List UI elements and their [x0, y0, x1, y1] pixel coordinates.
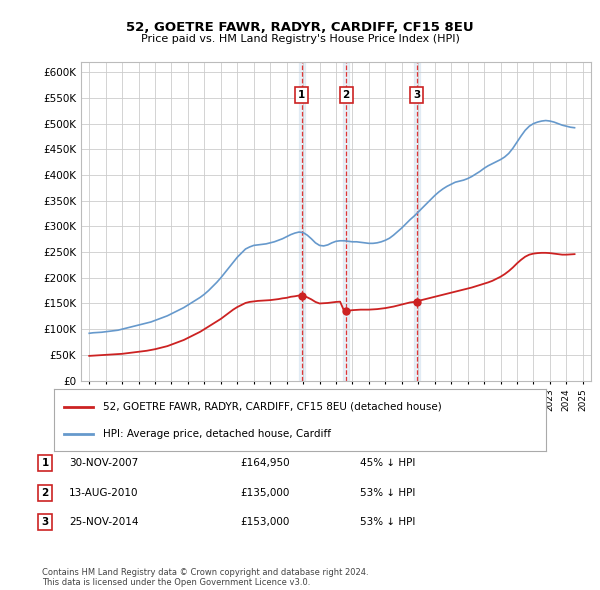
Text: £164,950: £164,950 [240, 458, 290, 468]
Text: 53% ↓ HPI: 53% ↓ HPI [360, 517, 415, 527]
Text: 1: 1 [41, 458, 49, 468]
Text: 13-AUG-2010: 13-AUG-2010 [69, 488, 139, 497]
Text: 3: 3 [41, 517, 49, 527]
Bar [343, 62, 349, 381]
Text: 52, GOETRE FAWR, RADYR, CARDIFF, CF15 8EU: 52, GOETRE FAWR, RADYR, CARDIFF, CF15 8E… [126, 21, 474, 34]
Text: 3: 3 [413, 90, 421, 100]
Text: 30-NOV-2007: 30-NOV-2007 [69, 458, 138, 468]
Bar [299, 62, 305, 381]
Text: £153,000: £153,000 [240, 517, 289, 527]
Text: 45% ↓ HPI: 45% ↓ HPI [360, 458, 415, 468]
Bar [414, 62, 420, 381]
Text: 2: 2 [343, 90, 350, 100]
Text: £135,000: £135,000 [240, 488, 289, 497]
Text: 53% ↓ HPI: 53% ↓ HPI [360, 488, 415, 497]
Text: 1: 1 [298, 90, 305, 100]
Text: 2: 2 [41, 488, 49, 497]
Text: 25-NOV-2014: 25-NOV-2014 [69, 517, 139, 527]
Text: 52, GOETRE FAWR, RADYR, CARDIFF, CF15 8EU (detached house): 52, GOETRE FAWR, RADYR, CARDIFF, CF15 8E… [103, 402, 442, 412]
Text: HPI: Average price, detached house, Cardiff: HPI: Average price, detached house, Card… [103, 429, 331, 439]
Text: Contains HM Land Registry data © Crown copyright and database right 2024.
This d: Contains HM Land Registry data © Crown c… [42, 568, 368, 587]
Text: Price paid vs. HM Land Registry's House Price Index (HPI): Price paid vs. HM Land Registry's House … [140, 34, 460, 44]
